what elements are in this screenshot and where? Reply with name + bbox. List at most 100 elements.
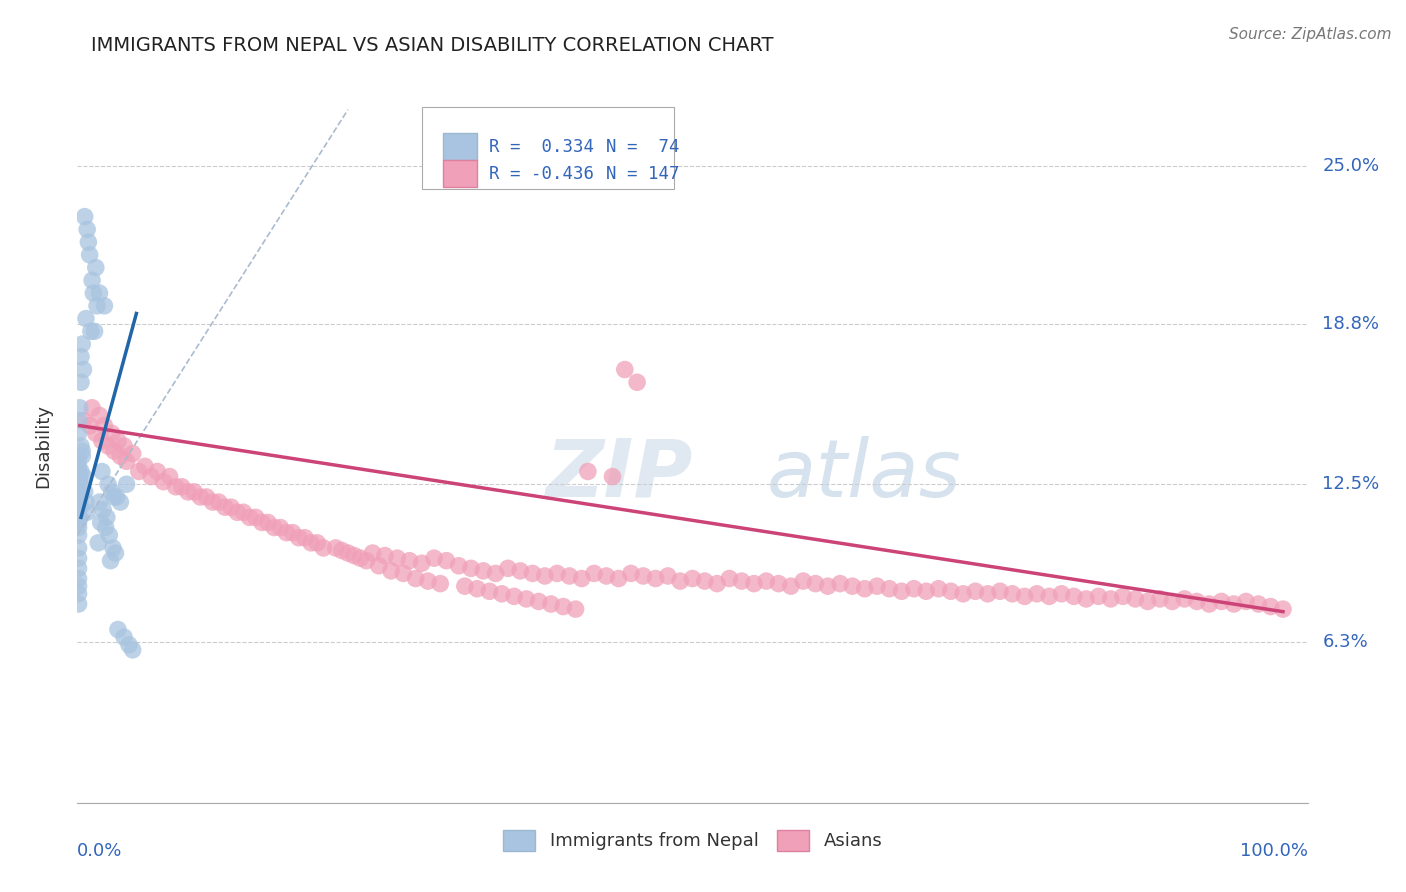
Point	[465, 582, 488, 596]
Point	[356, 554, 378, 568]
Point	[67, 561, 90, 575]
Text: R = -0.436: R = -0.436	[489, 165, 595, 183]
Point	[170, 480, 193, 494]
Point	[250, 516, 273, 530]
Text: 25.0%: 25.0%	[1323, 157, 1379, 175]
Point	[607, 572, 630, 586]
Point	[1014, 590, 1036, 604]
Text: 18.8%: 18.8%	[1323, 315, 1379, 333]
Point	[1174, 591, 1197, 606]
Point	[101, 426, 124, 441]
Point	[98, 528, 121, 542]
Point	[67, 572, 90, 586]
Point	[330, 543, 353, 558]
Point	[183, 484, 205, 499]
Point	[503, 590, 526, 604]
Point	[571, 572, 593, 586]
Point	[1247, 597, 1270, 611]
Point	[75, 495, 97, 509]
Point	[436, 554, 458, 568]
Point	[361, 546, 384, 560]
Point	[841, 579, 863, 593]
Point	[67, 472, 90, 486]
Point	[67, 413, 90, 427]
Point	[67, 484, 90, 499]
Point	[83, 324, 105, 338]
Point	[101, 484, 124, 499]
Point	[903, 582, 925, 596]
Point	[792, 574, 814, 588]
Point	[90, 434, 114, 448]
Point	[70, 444, 93, 458]
Point	[195, 490, 218, 504]
Point	[70, 439, 93, 453]
Point	[73, 484, 96, 499]
Point	[288, 531, 311, 545]
Point	[69, 495, 91, 509]
Point	[546, 566, 568, 581]
Point	[853, 582, 876, 596]
Point	[706, 576, 728, 591]
Point	[67, 451, 90, 466]
Point	[67, 579, 90, 593]
Point	[134, 459, 156, 474]
Legend: Immigrants from Nepal, Asians: Immigrants from Nepal, Asians	[495, 822, 890, 858]
Point	[780, 579, 803, 593]
Point	[491, 587, 513, 601]
Point	[682, 572, 704, 586]
Point	[70, 337, 93, 351]
Point	[392, 566, 415, 581]
Point	[460, 561, 482, 575]
FancyBboxPatch shape	[422, 107, 673, 189]
Point	[496, 561, 519, 575]
Point	[72, 362, 94, 376]
Point	[1001, 587, 1024, 601]
Point	[1038, 590, 1060, 604]
Point	[742, 576, 765, 591]
Point	[80, 324, 103, 338]
Text: Disability: Disability	[34, 404, 52, 488]
Point	[79, 248, 101, 262]
Point	[620, 566, 643, 581]
Point	[337, 546, 360, 560]
Point	[540, 597, 562, 611]
Point	[429, 576, 451, 591]
Point	[693, 574, 716, 588]
Point	[804, 576, 827, 591]
Point	[485, 566, 508, 581]
Point	[478, 584, 501, 599]
Point	[107, 434, 129, 448]
Point	[82, 286, 104, 301]
Point	[219, 500, 242, 515]
Text: Source: ZipAtlas.com: Source: ZipAtlas.com	[1229, 27, 1392, 42]
Point	[1026, 587, 1049, 601]
Point	[866, 579, 889, 593]
Text: atlas: atlas	[766, 435, 962, 514]
Point	[107, 623, 129, 637]
Point	[965, 584, 987, 599]
Point	[67, 490, 90, 504]
Bar	[443, 133, 477, 160]
Point	[553, 599, 575, 614]
Point	[70, 449, 93, 463]
Point	[1272, 602, 1295, 616]
Point	[768, 576, 790, 591]
Point	[232, 505, 254, 519]
Point	[79, 418, 101, 433]
Point	[1076, 591, 1098, 606]
Point	[1099, 591, 1122, 606]
Point	[141, 469, 163, 483]
Point	[454, 579, 477, 593]
Point	[67, 426, 90, 441]
Point	[325, 541, 347, 555]
Point	[1223, 597, 1246, 611]
Point	[110, 449, 132, 463]
Point	[595, 569, 617, 583]
Point	[1260, 599, 1282, 614]
Point	[90, 516, 112, 530]
Point	[1087, 590, 1109, 604]
Point	[830, 576, 852, 591]
Point	[94, 520, 117, 534]
Point	[423, 551, 446, 566]
Point	[67, 597, 90, 611]
